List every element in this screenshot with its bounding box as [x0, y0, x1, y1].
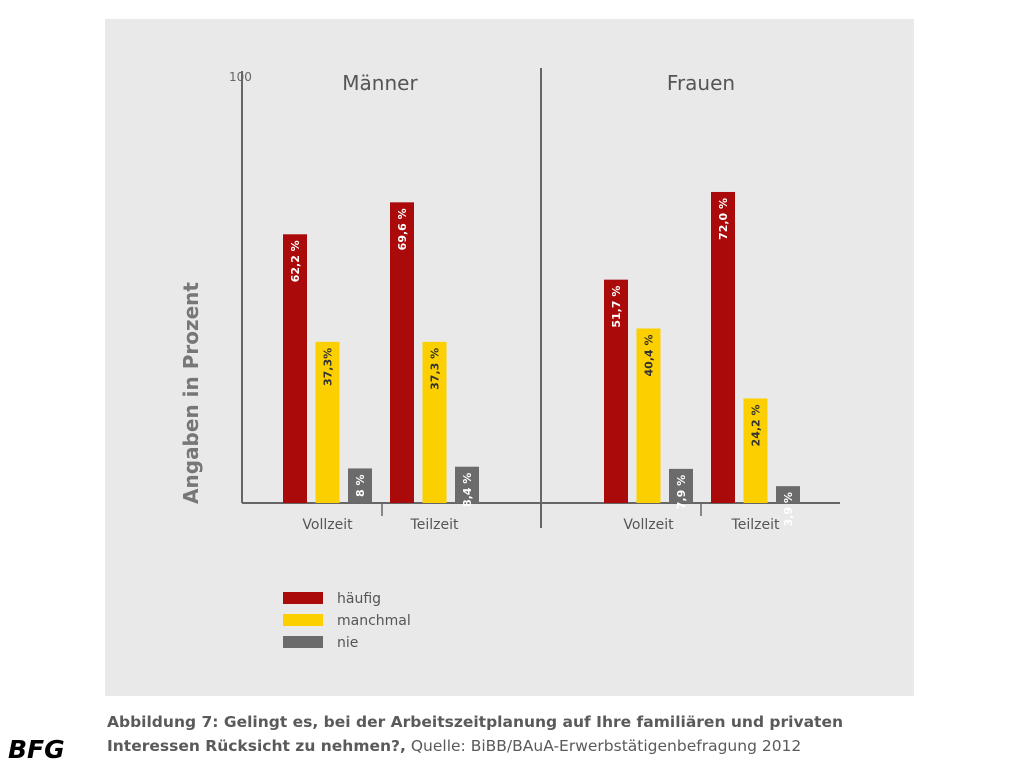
bar-nie: [776, 486, 800, 503]
bar-value-label: 51,7 %: [610, 286, 623, 328]
bar-manchmal: [636, 328, 661, 503]
bar-manchmal: [315, 341, 340, 503]
bar-value-label: 69,6 %: [396, 208, 409, 250]
legend-label-häufig: häufig: [337, 591, 381, 607]
bar-value-label: 7,9 %: [675, 475, 688, 509]
bar-value-label: 37,3 %: [429, 348, 442, 390]
bar-value-label: 40,4 %: [643, 334, 656, 376]
category-label: Vollzeit: [623, 517, 674, 533]
legend-swatch-manchmal: [283, 614, 323, 626]
legend-swatch-häufig: [283, 592, 323, 604]
caption-bold-2: Interessen Rücksicht zu nehmen?,: [107, 737, 406, 755]
bar-nie: [348, 468, 372, 503]
bar-häufig: [711, 191, 735, 503]
bar-value-label: 37,3%: [322, 348, 335, 386]
bar-value-label: 8 %: [354, 474, 367, 497]
bar-häufig: [604, 279, 628, 503]
bar-value-label: 8,4 %: [461, 473, 474, 507]
chart-panel: [105, 19, 914, 696]
bar-manchmal: [422, 341, 447, 503]
y-tick-100: 100: [229, 70, 252, 84]
panel-title-maenner: Männer: [342, 71, 418, 95]
bar-value-label: 62,2 %: [289, 240, 302, 282]
bar-value-label: 24,2 %: [750, 404, 763, 446]
category-label: Vollzeit: [302, 517, 353, 533]
legend-label-nie: nie: [337, 635, 358, 651]
caption-bold-1: Abbildung 7: Gelingt es, bei der Arbeits…: [107, 713, 844, 731]
bar-häufig: [283, 234, 307, 503]
legend-label-manchmal: manchmal: [337, 613, 411, 629]
legend-swatch-nie: [283, 636, 323, 648]
bar-häufig: [390, 202, 414, 503]
bfg-logo: BFG: [8, 735, 65, 764]
category-label: Teilzeit: [731, 517, 780, 533]
bar-nie: [455, 466, 479, 503]
bar-manchmal: [743, 398, 768, 503]
bar-nie: [669, 468, 693, 503]
bar-value-label: 3,9 %: [782, 492, 795, 526]
caption-source: Quelle: BiBB/BAuA-Erwerbstätigenbefragun…: [405, 737, 802, 755]
figure-caption-line-2: Interessen Rücksicht zu nehmen?, Quelle:…: [107, 737, 907, 755]
y-axis-label: Angaben in Prozent: [179, 282, 203, 504]
panel-title-frauen: Frauen: [667, 71, 735, 95]
category-label: Teilzeit: [410, 517, 459, 533]
figure-caption-line-1: Abbildung 7: Gelingt es, bei der Arbeits…: [107, 713, 907, 731]
bar-value-label: 72,0 %: [717, 198, 730, 240]
